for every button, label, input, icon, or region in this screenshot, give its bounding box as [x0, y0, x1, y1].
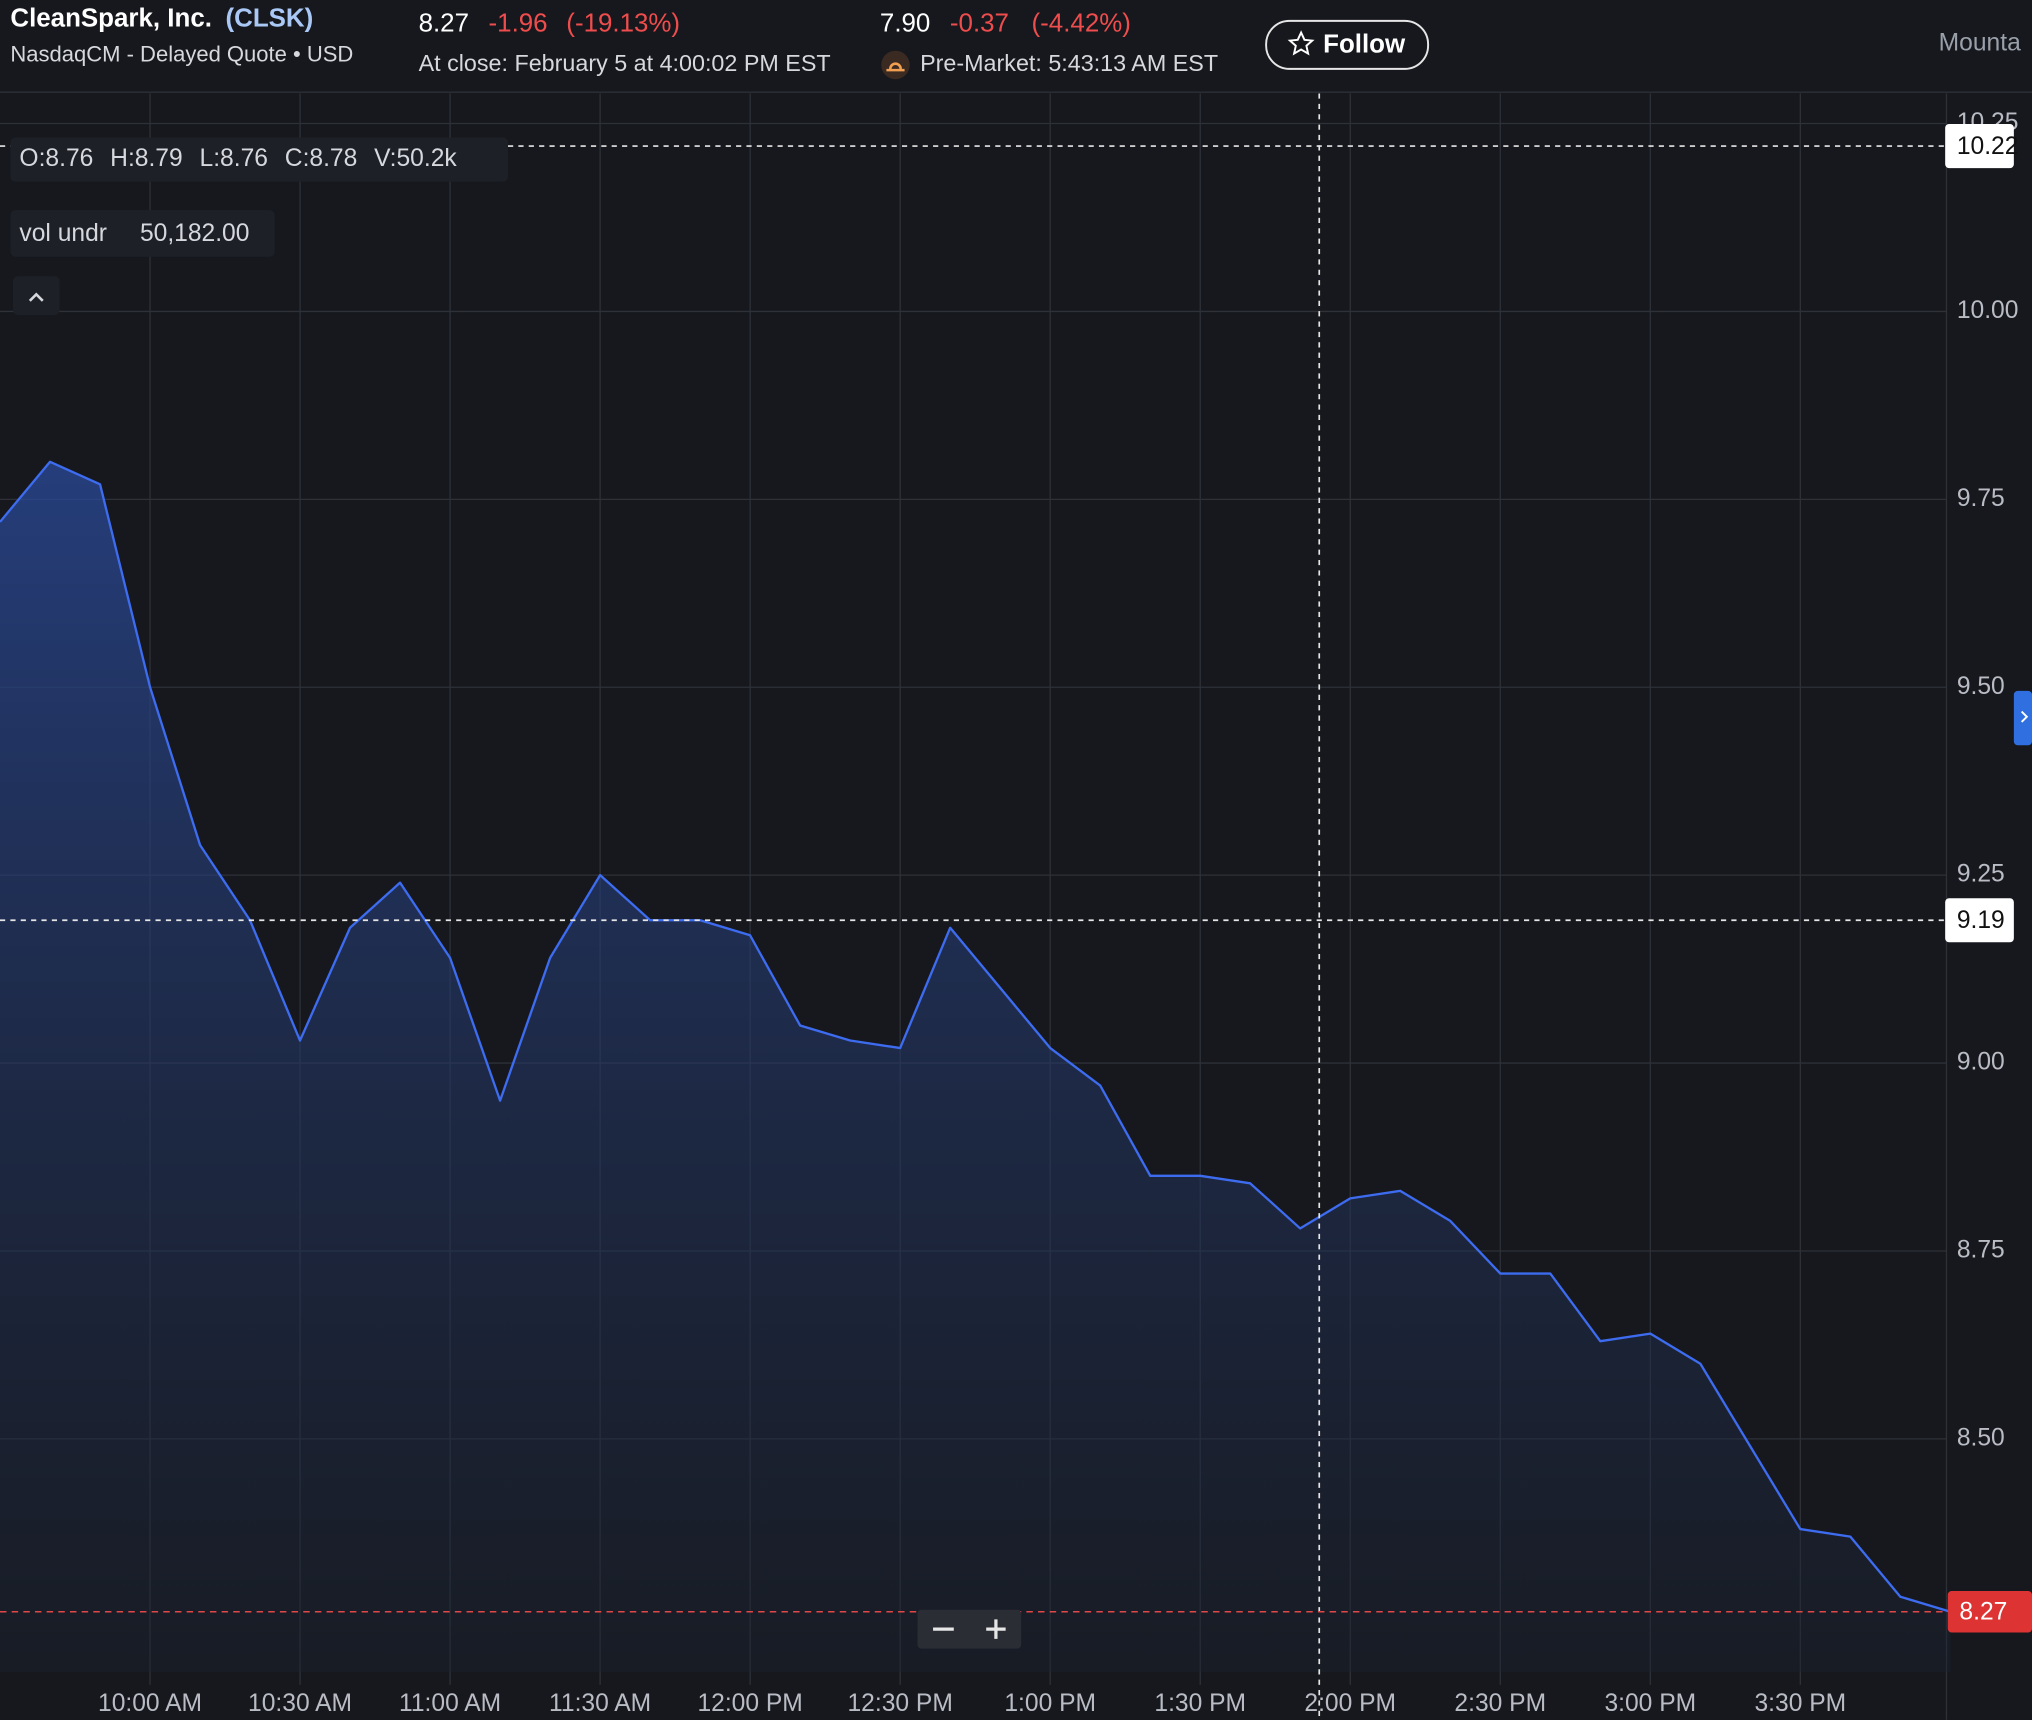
pre-time: Pre-Market: 5:43:13 AM EST [920, 50, 1218, 76]
x-tick-label: 2:00 PM [1304, 1690, 1396, 1717]
x-tick-label: 2:30 PM [1454, 1690, 1546, 1717]
location: Mounta [1939, 30, 2021, 57]
y-tick-label: 8.50 [1957, 1424, 2005, 1451]
y-tick-label: 9.25 [1957, 861, 2005, 888]
x-tick-label: 10:00 AM [98, 1690, 202, 1717]
x-tick-label: 3:00 PM [1604, 1690, 1696, 1717]
y-tick-label: 10.00 [1957, 297, 2019, 324]
collapse-icon [28, 292, 44, 302]
pre-change-pct: (-4.42%) [1032, 10, 1131, 38]
x-tick-label: 1:30 PM [1154, 1690, 1246, 1717]
premarket-sun [886, 62, 905, 72]
x-tick-label: 1:00 PM [1004, 1690, 1096, 1717]
vol-box [10, 210, 275, 257]
ohlcv-item: V:50.2k [374, 145, 457, 172]
x-tick-label: 3:30 PM [1755, 1690, 1847, 1717]
ticker: (CLSK) [225, 4, 313, 32]
y-tick-label: 9.50 [1957, 673, 2005, 700]
crosshair-label-box [1945, 898, 2014, 943]
ohlcv-item: L:8.76 [200, 145, 268, 172]
vol-value: 50,182.00 [140, 220, 249, 247]
area-fill [0, 461, 1951, 1672]
x-tick-label: 12:30 PM [847, 1690, 952, 1717]
pre-change: -0.37 [950, 10, 1009, 38]
crosshair-label-box [1945, 124, 2014, 169]
last-price-box [1947, 1591, 2032, 1633]
header-bar [0, 0, 2032, 93]
company-name: CleanSpark, Inc. [10, 4, 212, 32]
pre-price: 7.90 [880, 10, 930, 38]
y-tick-label: 9.75 [1957, 485, 2005, 512]
follow-button[interactable] [1265, 19, 1430, 70]
x-tick-label: 12:00 PM [697, 1690, 802, 1717]
y-tick-label: 9.00 [1957, 1049, 2005, 1076]
side-panel-toggle[interactable] [2013, 690, 2032, 746]
crosshair-label: 9.19 [1957, 907, 2005, 934]
ohlcv: O:8.76 H:8.79 L:8.76 C:8.78 V:50.2k [19, 145, 457, 172]
last-price-label: 8.27 [1959, 1599, 2007, 1626]
exchange: NasdaqCM - Delayed Quote • USD [10, 42, 353, 67]
price-line [0, 460, 1951, 1613]
close-price: 8.27 [419, 10, 469, 38]
ohlcv-item: H:8.79 [110, 145, 183, 172]
close-change-pct: (-19.13%) [566, 10, 680, 38]
x-tick-label: 11:00 AM [399, 1690, 501, 1717]
close-change: -1.96 [489, 10, 548, 38]
zoom-in[interactable] [986, 1619, 1006, 1639]
ohlcv-item: C:8.78 [285, 145, 358, 172]
crosshair-label: 10.22 [1957, 133, 2019, 160]
side-panel-icon [2020, 710, 2029, 723]
close-time: At close: February 5 at 4:00:02 PM EST [419, 50, 831, 76]
ohlcv-item: O:8.76 [19, 145, 93, 172]
y-tick-label: 8.75 [1957, 1236, 2005, 1263]
plot [0, 460, 1951, 1672]
x-tick-label: 10:30 AM [248, 1690, 352, 1717]
ohlcv-box [10, 137, 509, 182]
x-tick-label: 11:30 AM [549, 1690, 651, 1717]
star-icon [1287, 30, 1315, 56]
vol-label: vol undr [19, 220, 107, 247]
follow-label[interactable]: Follow [1323, 30, 1406, 58]
